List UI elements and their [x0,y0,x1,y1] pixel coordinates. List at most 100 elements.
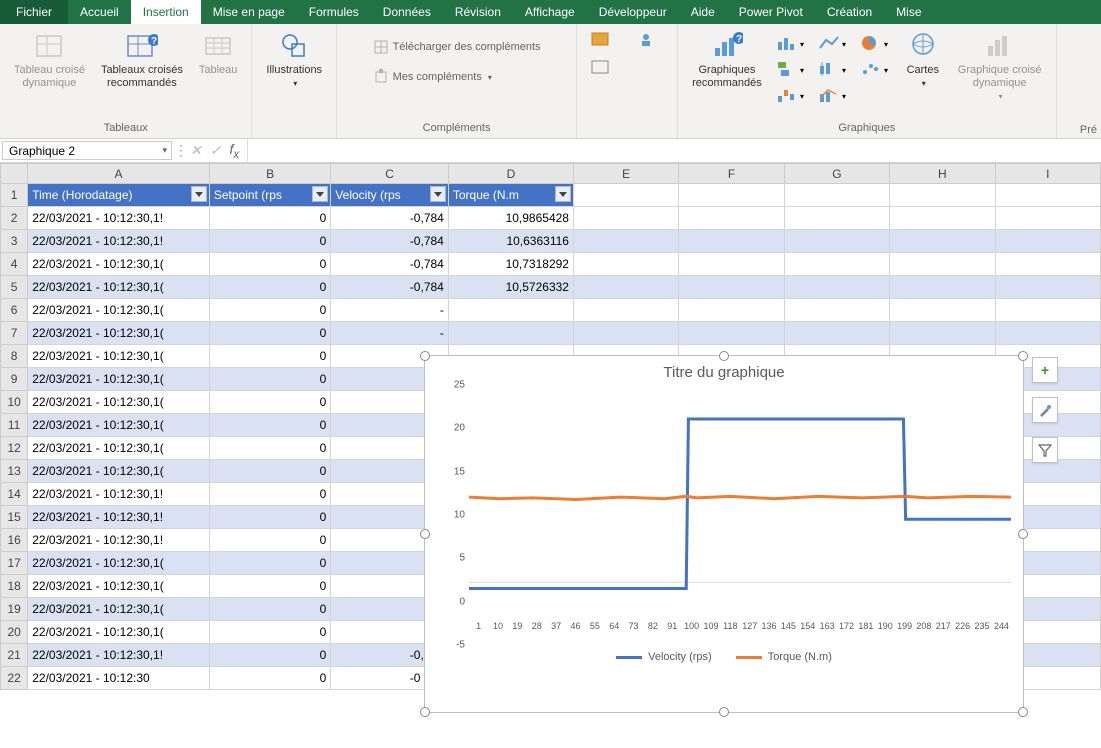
tab-développeur[interactable]: Développeur [587,0,679,24]
pivot-chart-button[interactable]: Graphique croisédynamique▾ [952,28,1048,106]
cell[interactable] [890,207,995,230]
row-header-21[interactable]: 21 [1,644,28,667]
tab-power-pivot[interactable]: Power Pivot [727,0,815,24]
download-addins-button[interactable]: Télécharger des compléments [369,36,545,58]
cell[interactable] [890,253,995,276]
cell[interactable] [890,322,995,345]
hierarchy-chart-icon[interactable]: ▾ [772,58,810,80]
col-header-H[interactable]: H [890,164,995,184]
confirm-icon[interactable]: ✓ [210,142,222,159]
tab-fichier[interactable]: Fichier [0,0,68,24]
row-header-13[interactable]: 13 [1,460,28,483]
cell[interactable]: 0 [209,552,330,575]
visio-icon[interactable] [581,56,619,78]
my-addins-button[interactable]: Mes compléments ▾ [369,66,496,88]
resize-handle[interactable] [719,351,729,361]
col-header-I[interactable]: I [995,164,1100,184]
row-header-3[interactable]: 3 [1,230,28,253]
bing-maps-icon[interactable] [581,28,619,50]
cell[interactable]: 10,7318292 [448,253,573,276]
cell[interactable]: 22/03/2021 - 10:12:30,1! [28,529,210,552]
cell[interactable] [784,207,889,230]
cell[interactable]: 0 [209,621,330,644]
row-header-22[interactable]: 22 [1,667,28,690]
resize-handle[interactable] [420,351,430,361]
col-header-E[interactable]: E [573,164,678,184]
chart-elements-button[interactable]: + [1032,357,1058,383]
col-header-B[interactable]: B [209,164,330,184]
cell[interactable]: 22/03/2021 - 10:12:30,1( [28,345,210,368]
tab-création[interactable]: Création [815,0,884,24]
cell[interactable]: 0 [209,345,330,368]
cell[interactable]: 22/03/2021 - 10:12:30,1( [28,276,210,299]
cell[interactable]: 0 [209,253,330,276]
cell[interactable]: 22/03/2021 - 10:12:30,1( [28,391,210,414]
row-header-18[interactable]: 18 [1,575,28,598]
col-header-F[interactable]: F [679,164,784,184]
filter-icon[interactable] [312,186,328,202]
tab-mise[interactable]: Mise [884,0,933,24]
legend-item[interactable]: Torque (N.m) [736,651,832,663]
cell[interactable]: 22/03/2021 - 10:12:30,1( [28,598,210,621]
table-header-cell[interactable]: Velocity (rps [331,184,449,207]
tab-données[interactable]: Données [371,0,443,24]
cell[interactable]: 0 [209,437,330,460]
filter-icon[interactable] [430,186,446,202]
col-header-D[interactable]: D [448,164,573,184]
table-header-cell[interactable]: Torque (N.m [448,184,573,207]
row-header-16[interactable]: 16 [1,529,28,552]
cell[interactable] [890,230,995,253]
cell[interactable]: -0,784 [331,230,449,253]
cell[interactable]: 0 [209,575,330,598]
cell[interactable]: 0 [209,207,330,230]
cell[interactable] [995,184,1100,207]
row-header-10[interactable]: 10 [1,391,28,414]
tab-aide[interactable]: Aide [679,0,727,24]
scatter-chart-icon[interactable]: ▾ [856,58,894,80]
cell[interactable]: 0 [209,368,330,391]
col-header-G[interactable]: G [784,164,889,184]
cell[interactable]: 0 [209,483,330,506]
tab-révision[interactable]: Révision [443,0,513,24]
cell[interactable] [573,299,678,322]
cell[interactable]: 22/03/2021 - 10:12:30 [28,667,210,690]
resize-handle[interactable] [719,707,729,717]
cell[interactable]: -0,784 [331,207,449,230]
cell[interactable] [679,322,784,345]
row-header-9[interactable]: 9 [1,368,28,391]
statistic-chart-icon[interactable]: ▾ [814,58,852,80]
cell[interactable]: - [331,299,449,322]
filter-icon[interactable] [555,186,571,202]
cell[interactable]: 0 [209,299,330,322]
fx-icon[interactable]: fx [229,141,239,161]
cell[interactable] [784,322,889,345]
waterfall-chart-icon[interactable]: ▾ [772,84,810,106]
select-all-corner[interactable] [1,164,28,184]
illustrations-button[interactable]: Illustrations▾ [260,28,328,92]
cell[interactable]: 0 [209,460,330,483]
row-header-2[interactable]: 2 [1,207,28,230]
row-header-6[interactable]: 6 [1,299,28,322]
cell[interactable] [573,253,678,276]
row-header-12[interactable]: 12 [1,437,28,460]
table-header-cell[interactable]: Time (Horodatage) [28,184,210,207]
cell[interactable] [784,230,889,253]
col-header-C[interactable]: C [331,164,449,184]
column-chart-icon[interactable]: ▾ [772,32,810,54]
cell[interactable]: 22/03/2021 - 10:12:30,1! [28,644,210,667]
table-header-cell[interactable]: Setpoint (rps [209,184,330,207]
cell[interactable]: -0,784 [331,276,449,299]
resize-handle[interactable] [1018,707,1028,717]
cell[interactable] [784,276,889,299]
pivot-table-button[interactable]: Tableau croisédynamique [8,28,91,92]
filter-icon[interactable] [191,186,207,202]
embedded-chart[interactable]: Titre du graphique -50510152025 11019283… [424,355,1024,713]
tab-accueil[interactable]: Accueil [68,0,131,24]
cell[interactable] [890,184,995,207]
resize-handle[interactable] [1018,529,1028,539]
cell[interactable] [890,276,995,299]
people-graph-icon[interactable] [631,28,669,50]
row-header-7[interactable]: 7 [1,322,28,345]
chart-filter-button[interactable] [1032,437,1058,463]
row-header-17[interactable]: 17 [1,552,28,575]
